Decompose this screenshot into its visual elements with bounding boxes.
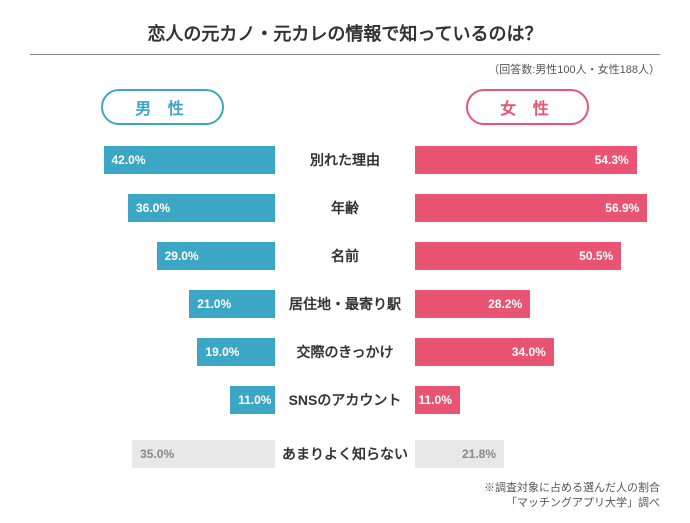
male-side: 42.0% bbox=[30, 146, 275, 174]
female-side: 50.5% bbox=[415, 242, 660, 270]
header-male-wrap: 男 性 bbox=[30, 89, 275, 125]
footnote: ※調査対象に占める選んだ人の割合 「マッチングアプリ大学」調べ bbox=[30, 481, 660, 512]
female-value: 21.8% bbox=[462, 447, 496, 461]
female-side: 11.0% bbox=[415, 386, 660, 414]
male-side: 29.0% bbox=[30, 242, 275, 270]
female-bar: 56.9% bbox=[415, 194, 647, 222]
female-value: 34.0% bbox=[512, 345, 546, 359]
male-value: 36.0% bbox=[136, 201, 170, 215]
header-female-pill: 女 性 bbox=[466, 89, 588, 125]
female-bar: 28.2% bbox=[415, 290, 530, 318]
female-bar: 34.0% bbox=[415, 338, 554, 366]
chart-row: 21.0% 居住地・最寄り駅 28.2% bbox=[30, 283, 660, 325]
footnote-line1: ※調査対象に占める選んだ人の割合 bbox=[30, 481, 660, 496]
female-bar: 54.3% bbox=[415, 146, 637, 174]
chart-row: 36.0% 年齢 56.9% bbox=[30, 187, 660, 229]
male-bar: 29.0% bbox=[157, 242, 275, 270]
chart-row: 42.0% 別れた理由 54.3% bbox=[30, 139, 660, 181]
male-bar: 11.0% bbox=[230, 386, 275, 414]
male-side: 35.0% bbox=[30, 440, 275, 468]
female-value: 56.9% bbox=[605, 201, 639, 215]
chart-title: 恋人の元カノ・元カレの情報で知っているのは？ bbox=[30, 20, 660, 54]
category-label: 居住地・最寄り駅 bbox=[275, 294, 415, 314]
female-bar: 11.0% bbox=[415, 386, 460, 414]
male-side: 36.0% bbox=[30, 194, 275, 222]
chart-row: 19.0% 交際のきっかけ 34.0% bbox=[30, 331, 660, 373]
male-value: 35.0% bbox=[140, 447, 174, 461]
male-side: 21.0% bbox=[30, 290, 275, 318]
chart-row: 29.0% 名前 50.5% bbox=[30, 235, 660, 277]
female-value: 28.2% bbox=[488, 297, 522, 311]
female-side: 56.9% bbox=[415, 194, 660, 222]
chart-container: 恋人の元カノ・元カレの情報で知っているのは？ （回答数:男性100人・女性188… bbox=[0, 0, 690, 522]
category-label: 名前 bbox=[275, 246, 415, 266]
male-bar: 36.0% bbox=[128, 194, 275, 222]
female-side: 34.0% bbox=[415, 338, 660, 366]
male-bar: 42.0% bbox=[104, 146, 276, 174]
female-side: 54.3% bbox=[415, 146, 660, 174]
male-bar: 19.0% bbox=[197, 338, 275, 366]
category-label: あまりよく知らない bbox=[275, 444, 415, 464]
header-spacer bbox=[275, 89, 415, 125]
male-side: 11.0% bbox=[30, 386, 275, 414]
header-female-wrap: 女 性 bbox=[415, 89, 660, 125]
female-value: 11.0% bbox=[419, 393, 452, 407]
male-value: 29.0% bbox=[165, 249, 199, 263]
title-underline bbox=[30, 54, 660, 55]
female-bar: 21.8% bbox=[415, 440, 504, 468]
footnote-line2: 「マッチングアプリ大学」調べ bbox=[30, 496, 660, 511]
male-value: 19.0% bbox=[205, 345, 239, 359]
category-label: 年齢 bbox=[275, 198, 415, 218]
male-value: 21.0% bbox=[197, 297, 231, 311]
chart-subtitle: （回答数:男性100人・女性188人） bbox=[30, 61, 660, 77]
male-bar: 35.0% bbox=[132, 440, 275, 468]
category-label: 交際のきっかけ bbox=[275, 342, 415, 362]
female-bar: 50.5% bbox=[415, 242, 621, 270]
female-side: 21.8% bbox=[415, 440, 660, 468]
header-male-pill: 男 性 bbox=[101, 89, 223, 125]
male-value: 42.0% bbox=[112, 153, 146, 167]
chart-row: 35.0% あまりよく知らない 21.8% bbox=[30, 433, 660, 475]
chart-rows: 42.0%別れた理由54.3%36.0%年齢56.9%29.0%名前50.5%2… bbox=[30, 139, 660, 475]
male-side: 19.0% bbox=[30, 338, 275, 366]
male-bar: 21.0% bbox=[189, 290, 275, 318]
female-value: 54.3% bbox=[595, 153, 629, 167]
category-label: 別れた理由 bbox=[275, 150, 415, 170]
female-value: 50.5% bbox=[579, 249, 613, 263]
series-headers: 男 性 女 性 bbox=[30, 89, 660, 125]
female-side: 28.2% bbox=[415, 290, 660, 318]
chart-row: 11.0% SNSのアカウント 11.0% bbox=[30, 379, 660, 421]
male-value: 11.0% bbox=[238, 393, 271, 407]
category-label: SNSのアカウント bbox=[275, 390, 415, 410]
